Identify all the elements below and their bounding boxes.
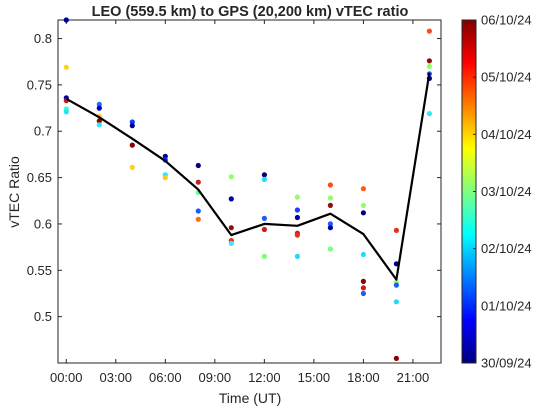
plot-area: 00:00 03:00 06:00 09:00 12:00 15:00 18:00 21:00…: [27, 17, 442, 385]
data-point: [63, 17, 69, 23]
data-point: [360, 278, 366, 284]
plot-frame: [57, 19, 442, 364]
data-point: [327, 225, 333, 231]
y-tick-label: 0.55: [27, 263, 52, 278]
data-point: [327, 221, 333, 227]
data-point: [327, 182, 333, 188]
data-point: [129, 123, 135, 129]
data-point: [261, 172, 267, 178]
data-point: [393, 282, 399, 288]
data-point: [129, 142, 135, 148]
data-point: [393, 299, 399, 305]
data-point: [360, 285, 366, 291]
y-tick-label: 0.5: [34, 309, 52, 324]
data-point: [360, 210, 366, 216]
colorbar-tick-label: 05/10/24: [481, 70, 532, 85]
colorbar-tick-label: 30/09/24: [481, 356, 532, 371]
x-tick-label: 09:00: [199, 370, 232, 385]
x-axis: 00:00 03:00 06:00 09:00 12:00 15:00 18:00 21:00: [50, 20, 429, 385]
colorbar-tick-label: 02/10/24: [481, 241, 532, 256]
data-point: [261, 253, 267, 259]
colorbar-ticks: 30/09/24 01/10/24 02/10/24 03/10/24 04/10/24…: [473, 13, 532, 371]
y-tick-label: 0.75: [27, 77, 52, 92]
colorbar-tick-label: 03/10/24: [481, 184, 532, 199]
mean-ratio-line: [65, 72, 431, 281]
data-point: [393, 227, 399, 233]
data-point: [129, 119, 135, 125]
data-point: [228, 225, 234, 231]
data-point: [327, 195, 333, 201]
colorbar-tick-label: 04/10/24: [481, 127, 532, 142]
data-point: [63, 109, 69, 115]
x-tick-label: 21:00: [397, 370, 430, 385]
data-point: [63, 64, 69, 70]
data-point: [393, 355, 399, 361]
data-point: [195, 179, 201, 185]
data-point: [294, 194, 300, 200]
data-point: [360, 290, 366, 297]
data-point: [96, 105, 102, 111]
data-point: [294, 253, 300, 259]
data-point: [228, 196, 234, 202]
x-tick-label: 18:00: [347, 370, 380, 385]
data-point: [195, 162, 201, 169]
data-point: [96, 118, 102, 124]
data-point: [162, 153, 168, 159]
data-point: [195, 216, 201, 222]
data-point: [426, 111, 432, 117]
data-point: [96, 101, 102, 107]
x-axis-label: Time (UT): [219, 390, 281, 406]
data-point: [129, 164, 135, 170]
data-point: [327, 202, 333, 208]
chart-title: LEO (559.5 km) to GPS (20,200 km) vTEC r…: [92, 4, 409, 20]
data-point: [360, 202, 366, 208]
x-tick-label: 00:00: [50, 370, 83, 385]
data-point: [426, 58, 432, 64]
y-tick-label: 0.8: [34, 31, 52, 46]
x-tick-label: 15:00: [298, 370, 331, 385]
data-point: [228, 240, 234, 246]
data-point: [426, 63, 432, 69]
y-tick-label: 0.7: [34, 124, 52, 139]
colorbar-tick-label: 06/10/24: [481, 13, 532, 28]
data-points: [63, 17, 432, 361]
y-tick-label: 0.6: [34, 216, 52, 231]
x-tick-label: 12:00: [248, 370, 281, 385]
y-axis-label: vTEC Ratio: [6, 156, 22, 228]
colorbar-tick-label: 01/10/24: [481, 298, 532, 313]
x-tick-label: 06:00: [149, 370, 182, 385]
data-point: [261, 176, 267, 182]
data-point: [228, 174, 234, 180]
data-point: [294, 214, 300, 221]
data-point: [294, 207, 300, 213]
colorbar: 30/09/24 01/10/24 02/10/24 03/10/24 04/10/24…: [461, 13, 532, 371]
data-point: [294, 232, 300, 238]
data-point: [426, 28, 432, 34]
data-point: [261, 215, 267, 221]
data-point: [327, 246, 333, 252]
y-tick-label: 0.65: [27, 170, 52, 185]
x-tick-label: 03:00: [100, 370, 133, 385]
data-point: [261, 226, 267, 233]
data-point: [195, 208, 201, 214]
data-point: [162, 175, 168, 181]
y-axis: 0.5 0.55 0.6 0.65 0.7 0.75 0.8: [27, 31, 441, 324]
data-point: [360, 186, 366, 192]
data-point: [360, 251, 366, 258]
data-point: [96, 122, 102, 128]
